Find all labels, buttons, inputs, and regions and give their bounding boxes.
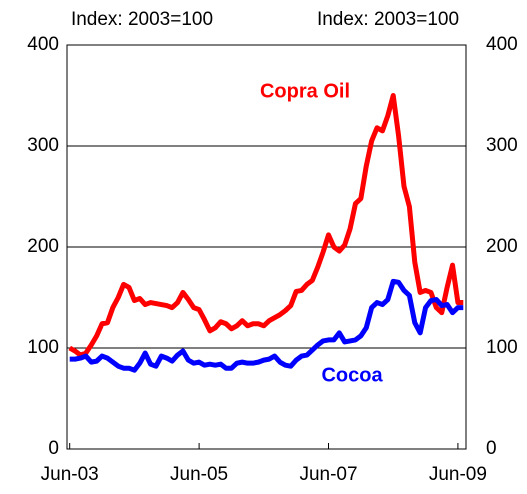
series-line xyxy=(69,278,464,373)
series-label: Cocoa xyxy=(321,364,383,386)
series-line xyxy=(68,93,464,358)
x-tick-label: Jun-07 xyxy=(299,464,357,485)
y-tick-label: 0 xyxy=(48,438,59,459)
x-tick-label: Jun-03 xyxy=(41,464,99,485)
y-tick-label: 300 xyxy=(27,135,59,156)
left-axis-label: Index: 2003=100 xyxy=(71,9,213,30)
y2-tick-label: 0 xyxy=(486,438,497,459)
y-tick-label: 400 xyxy=(27,34,59,55)
right-axis-label: Index: 2003=100 xyxy=(317,9,459,30)
y-tick-label: 100 xyxy=(27,337,59,358)
x-tick-label: Jun-05 xyxy=(170,464,228,485)
y2-tick-label: 300 xyxy=(486,135,518,156)
y2-tick-label: 100 xyxy=(486,337,518,358)
series-label: Copra Oil xyxy=(260,80,350,102)
y2-tick-label: 400 xyxy=(486,34,518,55)
plot-border xyxy=(66,44,467,450)
x-tick-label: Jun-09 xyxy=(429,464,487,485)
y-tick-label: 200 xyxy=(27,236,59,257)
y2-tick-label: 200 xyxy=(486,236,518,257)
